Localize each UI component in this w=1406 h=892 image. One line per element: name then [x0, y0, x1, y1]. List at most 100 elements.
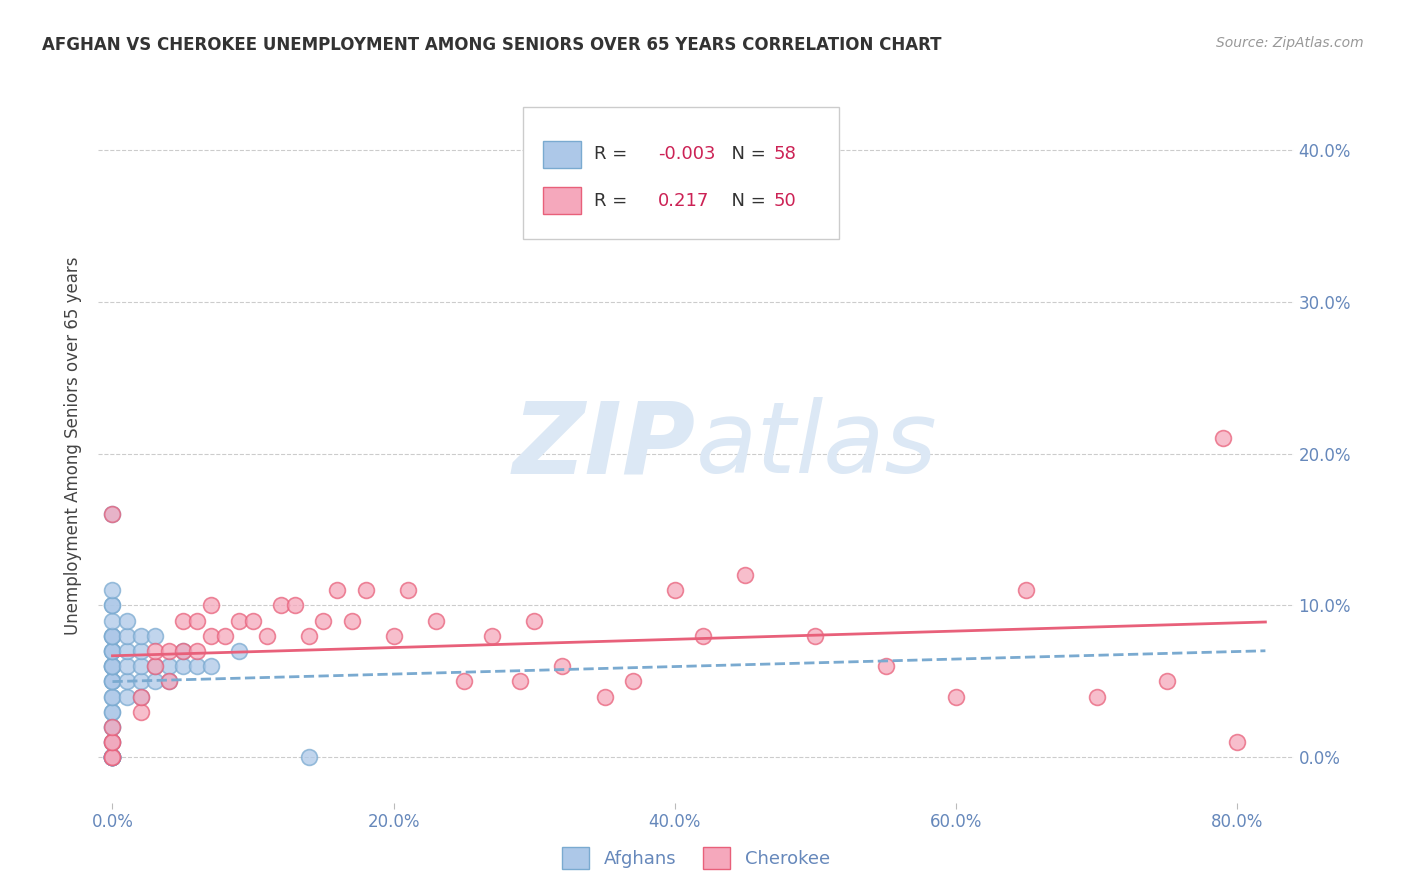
Point [270, 599, 292, 613]
Point [101, 750, 124, 764]
Point [101, 629, 124, 643]
Text: atlas: atlas [696, 398, 938, 494]
Point [101, 735, 124, 749]
Point [945, 690, 967, 704]
Point [804, 629, 827, 643]
Point [200, 629, 222, 643]
Point [101, 750, 124, 764]
Point [1015, 583, 1038, 598]
Point [692, 629, 714, 643]
Point [101, 750, 124, 764]
Point [101, 614, 124, 628]
Text: R =: R = [595, 145, 633, 163]
Point [101, 508, 124, 522]
Point [101, 750, 124, 764]
Point [101, 659, 124, 673]
Point [101, 735, 124, 749]
Point [326, 583, 349, 598]
Point [186, 614, 208, 628]
Point [523, 614, 546, 628]
Point [101, 705, 124, 719]
Text: R =: R = [595, 192, 633, 210]
Point [143, 659, 166, 673]
Point [101, 720, 124, 734]
Point [101, 735, 124, 749]
Point [115, 644, 138, 658]
Point [101, 750, 124, 764]
Point [172, 644, 194, 658]
Point [312, 614, 335, 628]
Text: N =: N = [720, 145, 772, 163]
Point [340, 614, 363, 628]
Point [101, 705, 124, 719]
Point [875, 659, 897, 673]
FancyBboxPatch shape [523, 107, 839, 239]
Text: N =: N = [720, 192, 772, 210]
Point [101, 750, 124, 764]
Point [101, 583, 124, 598]
Text: Source: ZipAtlas.com: Source: ZipAtlas.com [1216, 36, 1364, 50]
Point [1226, 735, 1249, 749]
Point [172, 659, 194, 673]
Point [551, 659, 574, 673]
Point [425, 614, 447, 628]
Point [129, 674, 152, 689]
Point [115, 629, 138, 643]
Point [101, 508, 124, 522]
Point [115, 674, 138, 689]
Point [101, 659, 124, 673]
Point [129, 690, 152, 704]
Point [129, 629, 152, 643]
Point [101, 644, 124, 658]
Point [101, 690, 124, 704]
Point [157, 674, 180, 689]
Point [453, 674, 475, 689]
Point [143, 629, 166, 643]
Point [101, 720, 124, 734]
Point [101, 599, 124, 613]
Point [101, 644, 124, 658]
Point [101, 674, 124, 689]
Point [129, 659, 152, 673]
Legend: Afghans, Cherokee: Afghans, Cherokee [555, 839, 837, 876]
Point [101, 629, 124, 643]
Point [101, 750, 124, 764]
Point [1212, 431, 1234, 445]
Point [186, 644, 208, 658]
Point [172, 644, 194, 658]
Point [664, 583, 686, 598]
Point [298, 629, 321, 643]
Text: AFGHAN VS CHEROKEE UNEMPLOYMENT AMONG SENIORS OVER 65 YEARS CORRELATION CHART: AFGHAN VS CHEROKEE UNEMPLOYMENT AMONG SE… [42, 36, 942, 54]
Point [298, 750, 321, 764]
Point [101, 750, 124, 764]
Point [157, 644, 180, 658]
Point [242, 614, 264, 628]
Point [481, 629, 503, 643]
Point [214, 629, 236, 643]
Point [115, 659, 138, 673]
Point [101, 644, 124, 658]
Point [129, 644, 152, 658]
Text: -0.003: -0.003 [658, 145, 716, 163]
Point [101, 599, 124, 613]
Point [143, 674, 166, 689]
Point [228, 614, 250, 628]
Y-axis label: Unemployment Among Seniors over 65 years: Unemployment Among Seniors over 65 years [65, 257, 83, 635]
Point [1156, 674, 1178, 689]
Point [101, 690, 124, 704]
Point [101, 720, 124, 734]
Point [157, 674, 180, 689]
Point [129, 690, 152, 704]
Point [200, 599, 222, 613]
Point [101, 750, 124, 764]
Point [101, 750, 124, 764]
Point [509, 674, 531, 689]
Point [115, 614, 138, 628]
Text: 58: 58 [773, 145, 797, 163]
Point [101, 750, 124, 764]
Point [143, 659, 166, 673]
Point [186, 659, 208, 673]
Point [593, 690, 616, 704]
Point [101, 659, 124, 673]
Point [200, 659, 222, 673]
